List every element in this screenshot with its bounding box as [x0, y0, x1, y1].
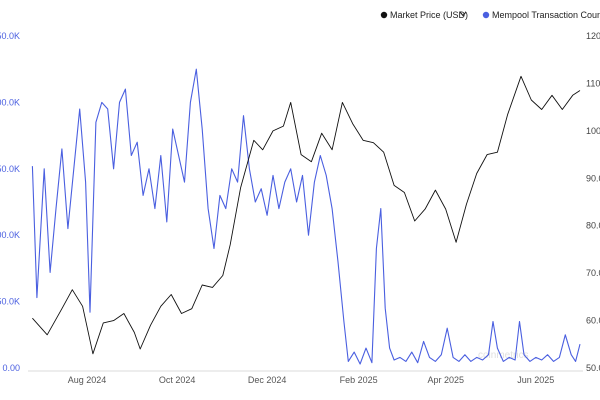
- chevron-down-icon[interactable]: [459, 11, 467, 17]
- left-axis-tick-label: 0.00: [2, 363, 20, 373]
- market-price-line: [32, 75, 581, 355]
- left-axis-ticks: 0.00 50.0K 100.0K 150.0K 200.0K 250.0K: [0, 31, 20, 373]
- mempool-count-legend-dot: [482, 11, 490, 19]
- right-axis-tick-label: 70.0K: [586, 268, 600, 278]
- left-axis-tick-label: 150.0K: [0, 164, 20, 174]
- left-axis-tick-label: 50.0K: [0, 297, 20, 307]
- legend-label-mempool-count: Mempool Transaction Count: [492, 10, 600, 20]
- market-price-legend-dot: [380, 11, 388, 19]
- mempool-transaction-count-line: [31, 68, 581, 365]
- legend-item-mempool-count[interactable]: Mempool Transaction Count: [482, 10, 600, 20]
- left-axis-tick-label: 200.0K: [0, 97, 20, 107]
- legend-label-market-price: Market Price (USD): [390, 10, 468, 20]
- x-axis-tick-label: Dec 2024: [248, 375, 287, 385]
- left-axis-tick-label: 250.0K: [0, 31, 20, 41]
- x-axis-tick-label: Feb 2025: [340, 375, 378, 385]
- right-axis-tick-label: 110.0K: [586, 78, 600, 88]
- x-axis-tick-label: Jun 2025: [517, 375, 554, 385]
- x-axis-tick-label: Oct 2024: [159, 375, 196, 385]
- right-axis-tick-label: 80.0K: [586, 221, 600, 231]
- right-axis-tick-label: 120.0K: [586, 31, 600, 41]
- x-axis-ticks: Aug 2024 Oct 2024 Dec 2024 Feb 2025 Apr 2025…: [68, 375, 555, 385]
- coinmetrics-watermark: coinmetrics: [478, 350, 529, 361]
- legend-item-market-price[interactable]: Market Price (USD): [380, 10, 468, 20]
- right-axis-ticks: 50.0K 60.0K 70.0K 80.0K 90.0K 100.0K 110.0K 120…: [586, 31, 600, 373]
- right-axis-tick-label: 90.0K: [586, 173, 600, 183]
- x-axis-tick-label: Apr 2025: [427, 375, 464, 385]
- legend[interactable]: Market Price (USD) Mempool Transaction C…: [380, 10, 600, 20]
- left-axis-tick-label: 100.0K: [0, 230, 20, 240]
- right-axis-tick-label: 60.0K: [586, 316, 600, 326]
- right-axis-tick-label: 100.0K: [586, 126, 600, 136]
- x-axis-tick-label: Aug 2024: [68, 375, 107, 385]
- right-axis-tick-label: 50.0K: [586, 363, 600, 373]
